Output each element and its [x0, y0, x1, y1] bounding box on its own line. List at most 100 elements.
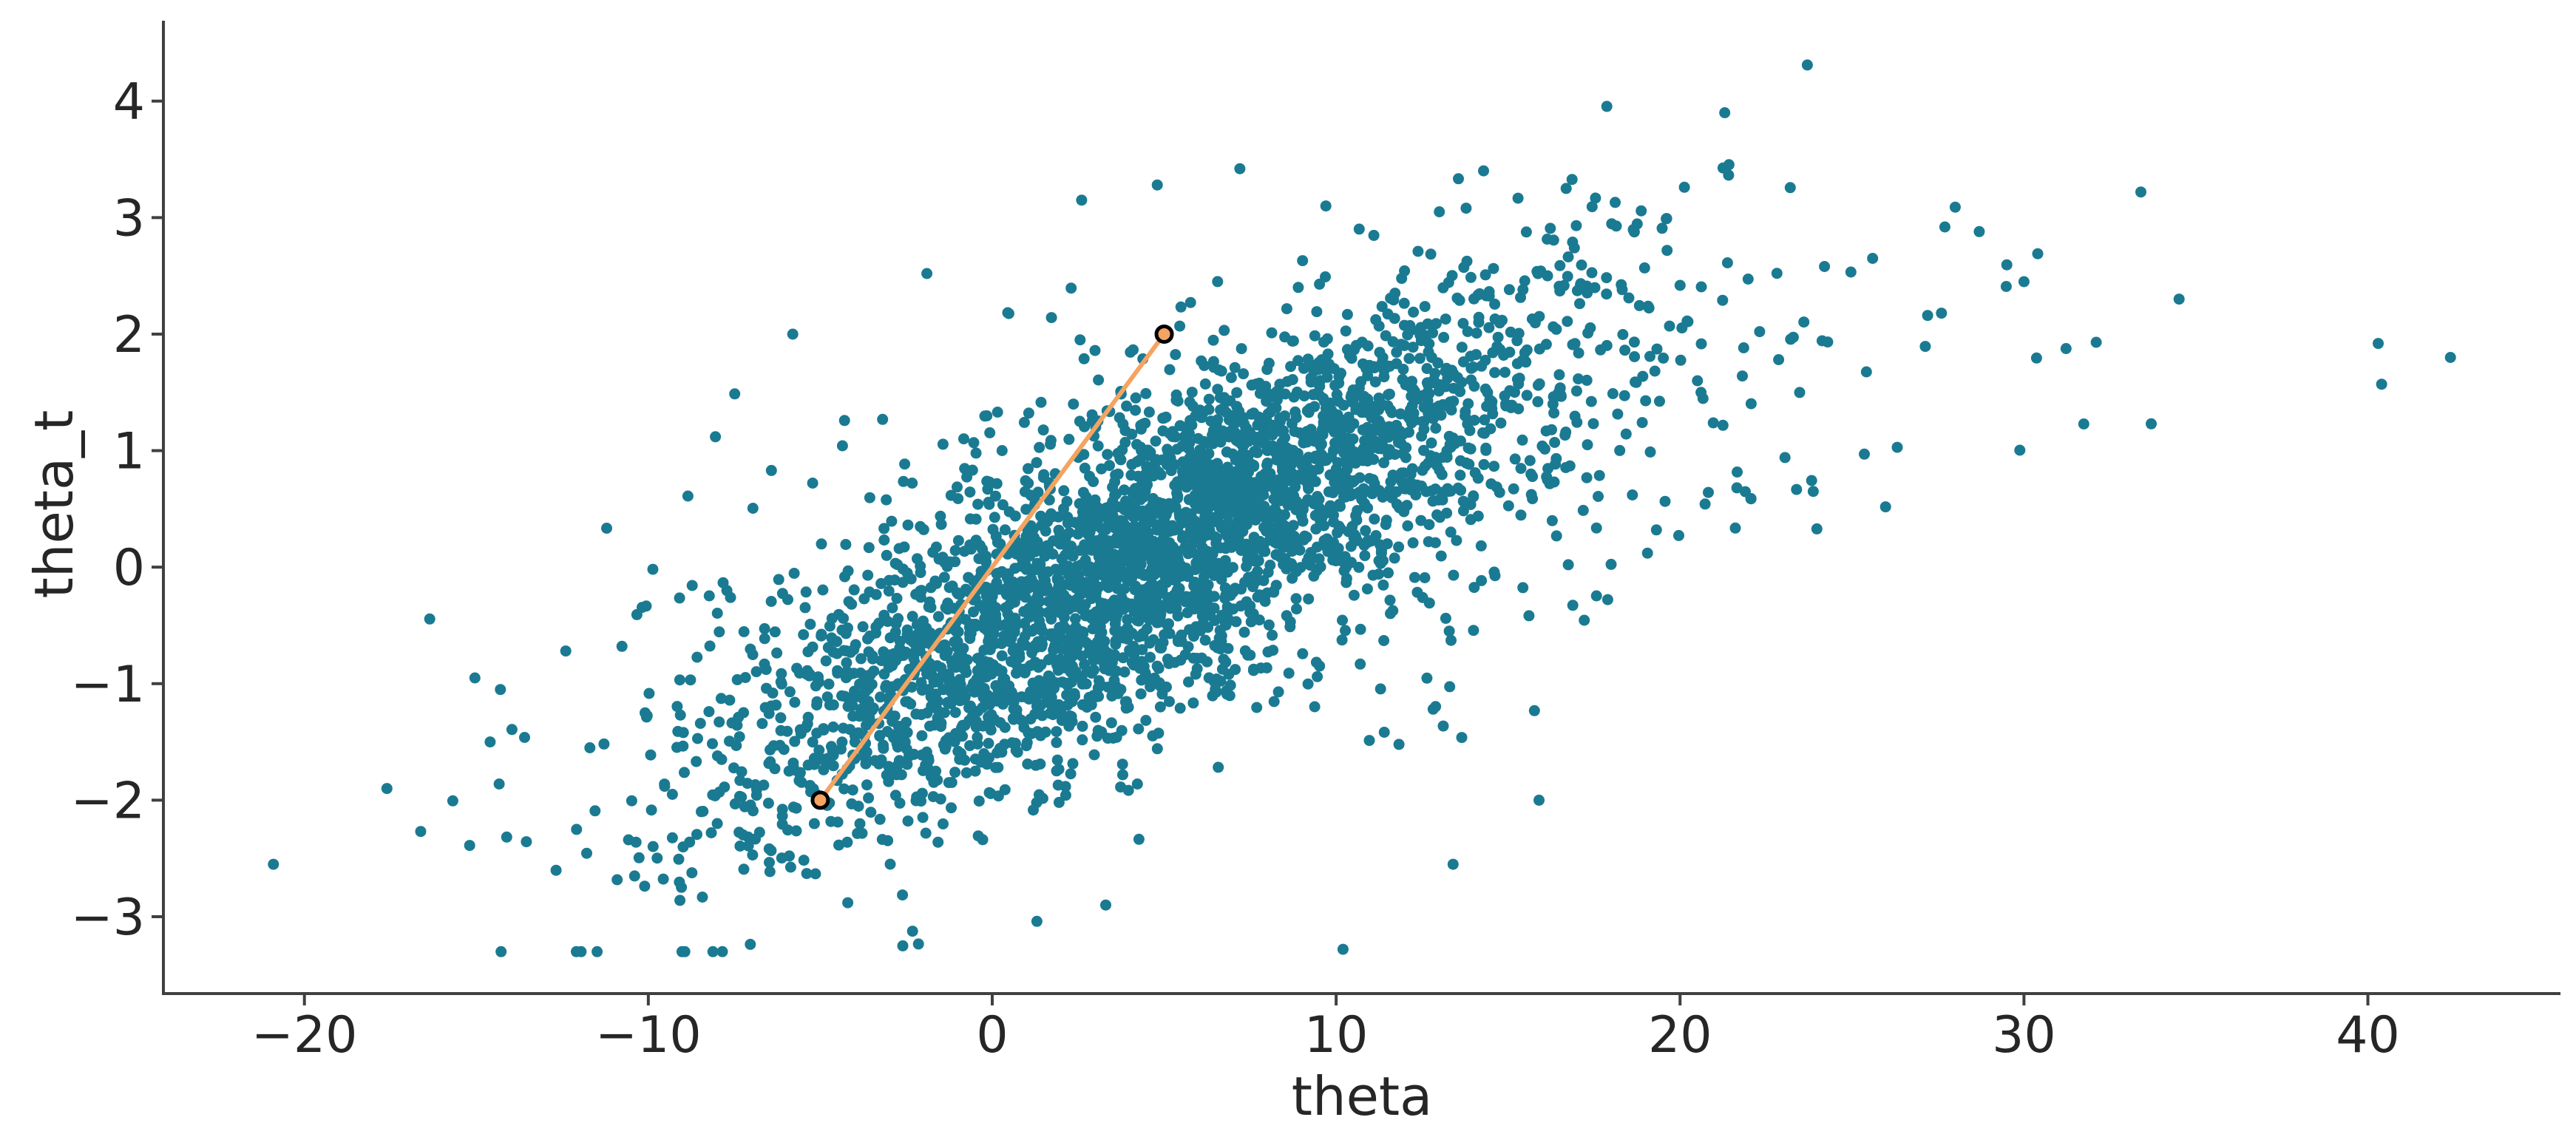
- scatter-point: [949, 707, 961, 719]
- scatter-point: [1216, 365, 1227, 377]
- scatter-point: [999, 524, 1011, 536]
- scatter-point: [1323, 542, 1335, 554]
- scatter-point: [1403, 411, 1414, 423]
- scatter-point: [1350, 509, 1362, 521]
- scatter-point: [878, 739, 889, 751]
- scatter-point: [1349, 475, 1360, 486]
- scatter-point: [1619, 345, 1631, 356]
- scatter-point: [1495, 417, 1507, 429]
- scatter-point: [1519, 275, 1531, 287]
- scatter-point: [1302, 678, 1314, 690]
- scatter-point: [1404, 319, 1416, 331]
- scatter-point: [1116, 539, 1128, 551]
- scatter-point: [770, 699, 782, 711]
- scatter-point: [978, 645, 990, 656]
- scatter-point: [1174, 702, 1186, 714]
- scatter-point: [626, 795, 637, 807]
- scatter-point: [1437, 720, 1449, 732]
- scatter-point: [1732, 466, 1743, 478]
- scatter-point: [1533, 794, 1545, 806]
- scatter-point: [1175, 591, 1187, 603]
- scatter-point: [571, 824, 583, 835]
- scatter-point: [724, 694, 736, 706]
- scatter-point: [2018, 276, 2030, 288]
- scatter-point: [759, 622, 770, 634]
- scatter-point: [1419, 572, 1431, 583]
- scatter-point: [1355, 489, 1366, 500]
- scatter-point: [1320, 200, 1332, 212]
- scatter-point: [892, 759, 904, 771]
- scatter-point: [1203, 672, 1215, 684]
- scatter-point: [703, 706, 715, 718]
- scatter-point: [1465, 374, 1477, 386]
- scatter-point: [1175, 301, 1187, 313]
- scatter-point: [1312, 671, 1323, 682]
- scatter-point: [1440, 612, 1451, 624]
- scatter-point: [1542, 270, 1553, 282]
- scatter-point: [1086, 544, 1098, 556]
- scatter-point: [1248, 532, 1260, 543]
- scatter-point: [677, 740, 689, 752]
- scatter-point: [1126, 458, 1138, 470]
- scatter-point: [1527, 471, 1539, 483]
- scatter-point: [1144, 637, 1156, 649]
- scatter-point: [776, 852, 787, 864]
- scatter-point: [954, 753, 966, 765]
- scatter-point: [979, 599, 991, 611]
- scatter-point: [1048, 640, 1060, 652]
- scatter-point: [926, 700, 938, 712]
- scatter-point: [904, 663, 915, 675]
- scatter-point: [769, 626, 781, 638]
- scatter-point: [1560, 462, 1572, 473]
- scatter-point: [1528, 705, 1540, 716]
- scatter-point: [1513, 327, 1525, 339]
- scatter-point: [1334, 498, 1346, 510]
- scatter-point: [916, 625, 928, 637]
- y-tick-label: 1: [113, 423, 145, 481]
- scatter-point: [807, 736, 818, 748]
- scatter-point: [1204, 513, 1216, 524]
- scatter-point: [1034, 441, 1045, 453]
- scatter-point: [861, 779, 872, 791]
- scatter-point: [584, 742, 596, 753]
- scatter-point: [1798, 316, 1810, 328]
- scatter-point: [1605, 558, 1617, 570]
- scatter-point: [853, 801, 864, 812]
- scatter-point: [930, 541, 942, 553]
- scatter-point: [684, 836, 696, 848]
- scatter-point: [1022, 758, 1034, 770]
- scatter-point: [1549, 437, 1561, 448]
- scatter-point: [1240, 424, 1252, 435]
- scatter-point: [1067, 758, 1079, 770]
- scatter-point: [1023, 407, 1034, 419]
- scatter-point: [1183, 443, 1195, 455]
- scatter-point: [1074, 588, 1086, 600]
- scatter-point: [1801, 59, 1813, 71]
- scatter-point: [674, 709, 686, 721]
- scatter-point: [1434, 206, 1445, 217]
- scatter-point: [818, 764, 830, 775]
- scatter-point: [1650, 524, 1662, 536]
- scatter-point: [1023, 463, 1034, 475]
- scatter-point: [1142, 464, 1153, 476]
- scatter-point: [1031, 726, 1043, 738]
- scatter-point: [1105, 574, 1117, 586]
- scatter-point: [1154, 701, 1166, 713]
- scatter-point: [1601, 288, 1613, 300]
- scatter-point: [1293, 454, 1305, 466]
- scatter-point: [1427, 703, 1439, 715]
- scatter-point: [1003, 575, 1015, 587]
- scatter-point: [1308, 570, 1320, 582]
- scatter-point: [1116, 758, 1128, 770]
- scatter-point: [1130, 404, 1142, 416]
- scatter-point: [1061, 689, 1073, 701]
- scatter-point: [1272, 686, 1284, 698]
- scatter-point: [1707, 417, 1719, 429]
- scatter-point: [1193, 432, 1204, 444]
- scatter-point: [825, 815, 837, 827]
- scatter-point: [1562, 251, 1574, 262]
- scatter-point: [898, 541, 910, 553]
- scatter-point: [973, 553, 985, 565]
- scatter-point: [1362, 502, 1374, 514]
- scatter-point: [1198, 476, 1210, 487]
